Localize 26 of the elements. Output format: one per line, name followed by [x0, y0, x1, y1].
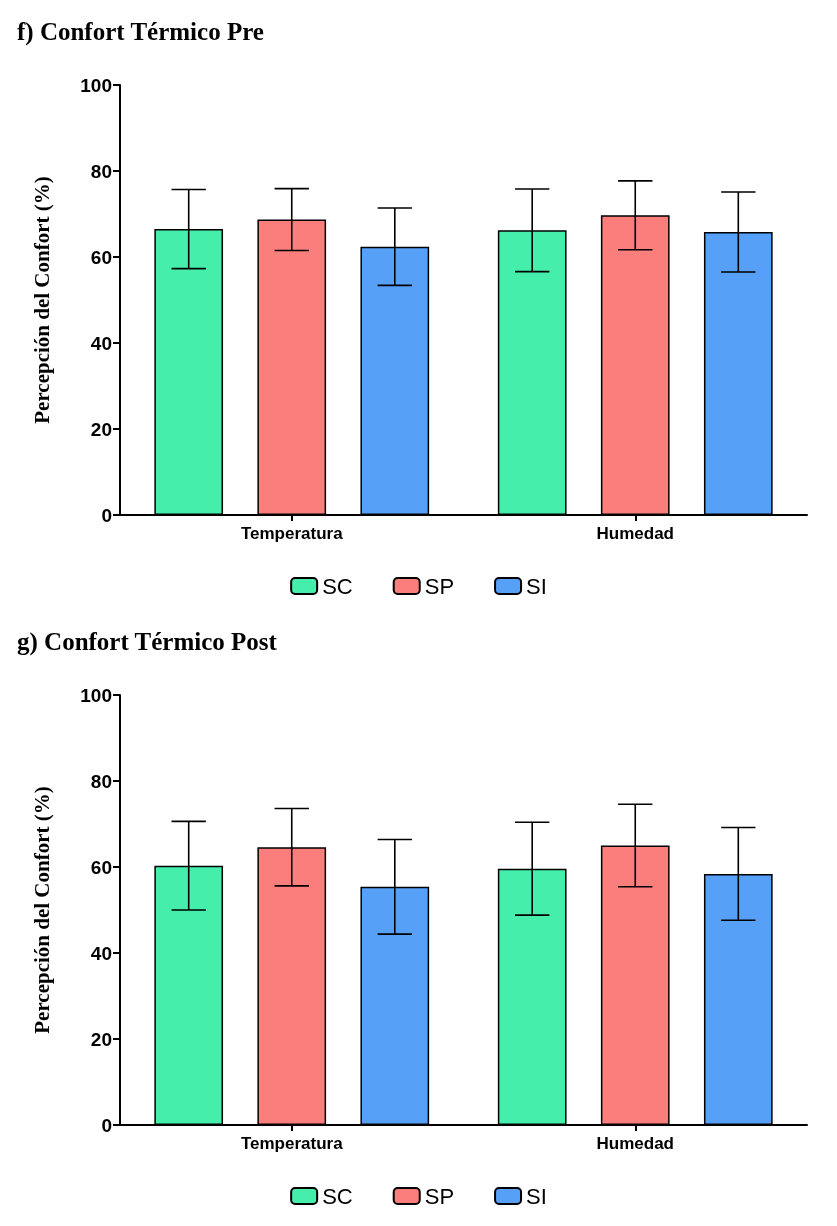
y-tick-label: 40	[90, 942, 112, 964]
chart-title: g) Confort Térmico Post	[17, 628, 278, 656]
legend-label: SC	[322, 1183, 353, 1209]
x-tick-label: Temperatura	[240, 1134, 344, 1153]
y-tick-label: 60	[90, 856, 112, 878]
x-tick-label: Humedad	[596, 524, 674, 543]
y-tick-label: 40	[90, 332, 112, 354]
y-tick-label: 60	[90, 246, 112, 268]
chart-title: f) Confort Térmico Pre	[17, 18, 264, 46]
legend-label: SP	[424, 573, 455, 599]
y-tick-label: 80	[90, 770, 112, 792]
y-tick-label: 20	[90, 1028, 112, 1050]
y-axis-title: Percepción del Confort (%)	[29, 786, 54, 1034]
y-tick-label: 100	[80, 684, 112, 706]
y-tick-label: 80	[90, 160, 112, 182]
y-tick-label: 20	[90, 418, 112, 440]
y-tick-label: 0	[101, 1114, 112, 1136]
y-tick-label: 0	[101, 504, 112, 526]
legend-label: SI	[526, 573, 547, 599]
y-tick-label: 100	[80, 74, 112, 96]
y-axis-title: Percepción del Confort (%)	[29, 176, 54, 424]
legend-label: SC	[322, 573, 353, 599]
legend-label: SI	[526, 1183, 547, 1209]
x-tick-label: Temperatura	[240, 524, 344, 543]
x-tick-label: Humedad	[596, 1134, 674, 1153]
legend-label: SP	[424, 1183, 455, 1209]
